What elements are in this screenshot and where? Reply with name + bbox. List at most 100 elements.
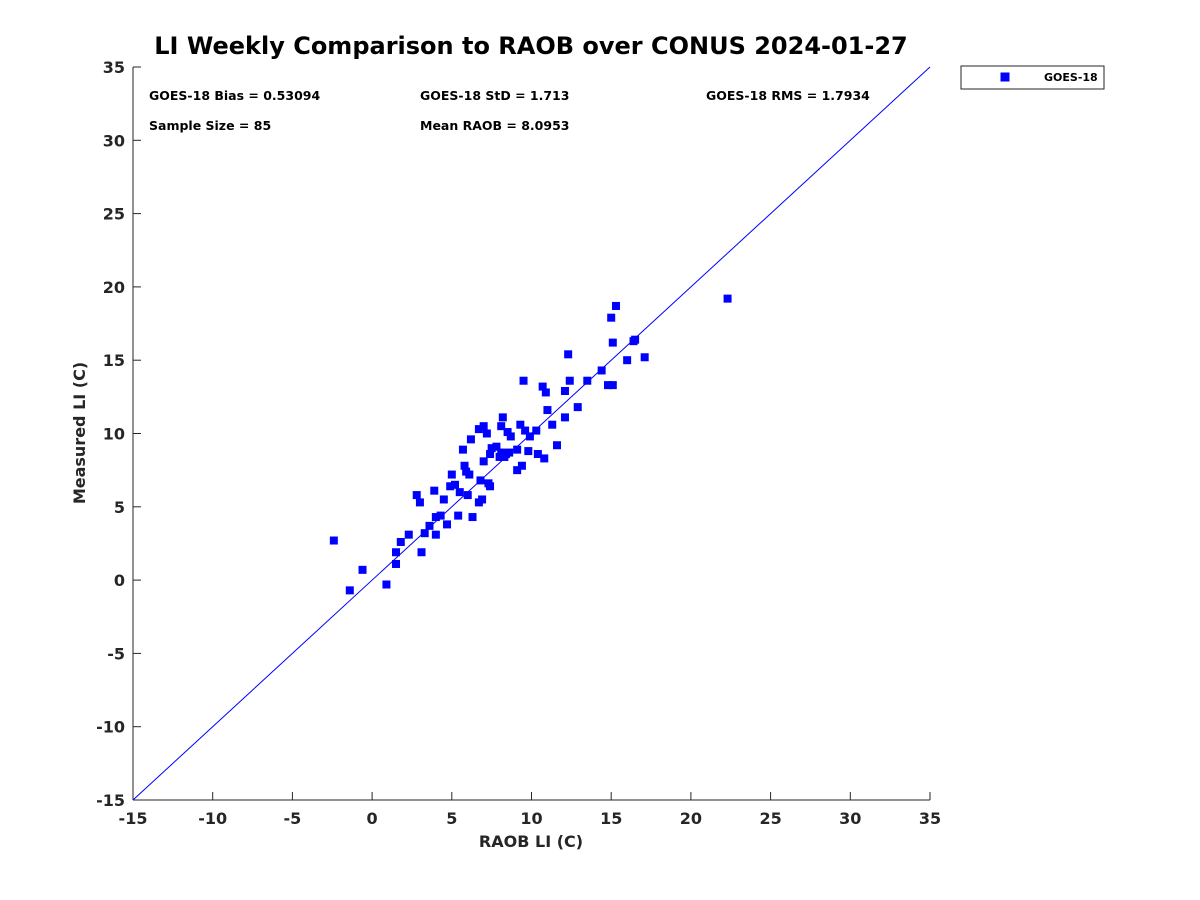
data-point — [540, 454, 549, 463]
y-tick-label: 10 — [103, 425, 125, 444]
data-point — [431, 513, 440, 522]
data-point — [583, 376, 592, 385]
data-point — [479, 457, 488, 466]
data-point — [479, 422, 488, 431]
stats-annotations: GOES-18 Bias = 0.53094 GOES-18 StD = 1.7… — [149, 88, 870, 133]
y-tick-label: 5 — [114, 498, 125, 517]
x-tick-label: -10 — [198, 809, 227, 828]
data-point — [392, 559, 401, 568]
x-tick-label: -5 — [284, 809, 302, 828]
stat-mean-raob: Mean RAOB = 8.0953 — [420, 118, 569, 133]
data-point — [631, 335, 640, 344]
data-point — [608, 338, 617, 347]
data-point — [516, 420, 525, 429]
x-axis-title: RAOB LI (C) — [479, 832, 583, 851]
stat-std: GOES-18 StD = 1.713 — [420, 88, 569, 103]
y-tick-label: 20 — [103, 278, 125, 297]
stat-bias: GOES-18 Bias = 0.53094 — [149, 88, 320, 103]
legend-label: GOES-18 — [1044, 71, 1098, 84]
data-point — [460, 461, 469, 470]
data-point — [425, 521, 434, 530]
data-point — [468, 513, 477, 522]
data-point — [420, 529, 429, 538]
data-point — [430, 486, 439, 495]
data-point — [532, 426, 541, 435]
stat-rms: GOES-18 RMS = 1.7934 — [706, 88, 870, 103]
data-point — [486, 482, 495, 491]
data-point — [506, 432, 515, 441]
y-axis-title: Measured LI (C) — [70, 362, 89, 504]
x-tick-label: 25 — [759, 809, 781, 828]
x-tick-label: 30 — [839, 809, 861, 828]
data-point — [463, 491, 472, 500]
data-point — [513, 445, 522, 454]
data-point — [478, 495, 487, 504]
legend-box — [960, 65, 1105, 90]
data-point — [450, 480, 459, 489]
legend: GOES-18 — [960, 65, 1105, 90]
data-point — [415, 498, 424, 507]
data-point — [447, 470, 456, 479]
data-point — [412, 491, 421, 500]
data-point — [443, 520, 452, 529]
data-point — [497, 422, 506, 431]
data-point — [723, 294, 732, 303]
data-point — [476, 476, 485, 485]
data-point — [519, 376, 528, 385]
data-point — [597, 366, 606, 375]
scatter-points — [329, 294, 732, 595]
x-tick-label: -15 — [119, 809, 148, 828]
legend-marker-square-icon — [1000, 72, 1010, 82]
data-point — [543, 406, 552, 415]
data-point — [541, 388, 550, 397]
x-tick-label: 35 — [919, 809, 941, 828]
data-point — [474, 425, 483, 434]
data-point — [538, 382, 547, 391]
data-point — [498, 413, 507, 422]
data-point — [358, 565, 367, 574]
data-point — [439, 495, 448, 504]
data-point — [513, 466, 522, 475]
chart-title: LI Weekly Comparison to RAOB over CONUS … — [154, 32, 907, 60]
y-tick-label: -15 — [96, 791, 125, 810]
x-axis-ticks: -15 -10 -5 0 5 10 15 20 25 30 35 — [119, 792, 941, 828]
plot-area: -15 -10 -5 0 5 10 15 20 25 30 35 -15 -10 -5 0 5 10 15 20 2… — [96, 58, 941, 828]
data-point — [466, 435, 475, 444]
data-point — [565, 376, 574, 385]
data-point — [604, 381, 613, 390]
data-point — [446, 482, 455, 491]
data-point — [404, 530, 413, 539]
data-point — [455, 488, 464, 497]
data-point — [495, 452, 504, 461]
data-point — [640, 353, 649, 362]
data-point — [525, 432, 534, 441]
y-axis-ticks: -15 -10 -5 0 5 10 15 20 25 30 35 — [96, 58, 141, 810]
data-point — [553, 441, 562, 450]
data-point — [623, 356, 632, 365]
data-point — [486, 450, 495, 459]
data-point — [503, 428, 512, 437]
y-tick-label: 25 — [103, 205, 125, 224]
data-point — [458, 445, 467, 454]
x-tick-label: 15 — [600, 809, 622, 828]
y-tick-label: -10 — [96, 718, 125, 737]
stat-sample-size: Sample Size = 85 — [149, 118, 271, 133]
x-tick-label: 10 — [520, 809, 542, 828]
data-point — [465, 470, 474, 479]
data-point — [392, 548, 401, 557]
data-point — [487, 444, 496, 453]
data-point — [482, 429, 491, 438]
data-point — [560, 413, 569, 422]
data-point — [382, 580, 391, 589]
data-point — [396, 537, 405, 546]
data-point — [329, 536, 338, 545]
data-point — [417, 548, 426, 557]
x-tick-label: 0 — [367, 809, 378, 828]
data-point — [607, 313, 616, 322]
data-point — [497, 448, 506, 457]
data-point — [573, 403, 582, 412]
data-point — [560, 386, 569, 395]
data-point — [492, 442, 501, 451]
y-tick-label: 30 — [103, 131, 125, 150]
data-point — [524, 447, 533, 456]
